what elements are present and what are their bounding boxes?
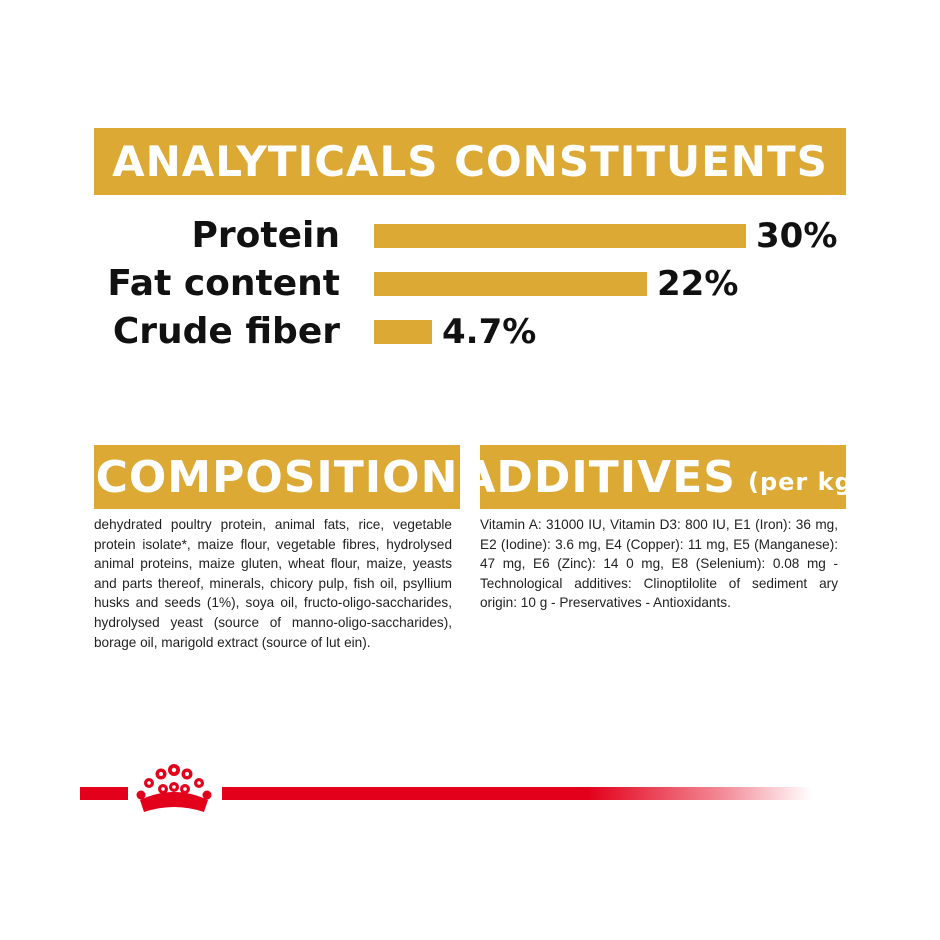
bar-label: Fat content [107, 263, 340, 304]
additives-heading: ADDITIVES (per kg) [461, 445, 864, 509]
bar-label: Crude fiber [112, 311, 340, 352]
composition-text: dehydrated poultry protein, animal fats,… [94, 517, 452, 650]
additives-unit: (per kg) [747, 468, 865, 496]
additives-text: Vitamin A: 31000 IU, Vitamin D3: 800 IU,… [480, 517, 838, 611]
crown-icon [136, 764, 212, 812]
bar [374, 272, 647, 296]
bar [374, 224, 746, 248]
brand-line-left [80, 787, 128, 800]
analytics-heading: ANALYTICALS CONSTITUENTS [94, 128, 846, 195]
composition-heading-text: COMPOSITION [95, 451, 459, 503]
brand-line-right [222, 787, 812, 800]
additives-heading-text: ADDITIVES [461, 451, 736, 503]
bar-value-label: 30% [756, 216, 838, 256]
bar-value-label: 4.7% [442, 312, 537, 352]
analytics-heading-text: ANALYTICALS CONSTITUENTS [112, 137, 828, 186]
bar [374, 320, 432, 344]
bar-label: Protein [191, 215, 340, 256]
bar-value-label: 22% [657, 264, 739, 304]
composition-heading: COMPOSITION [94, 445, 460, 509]
